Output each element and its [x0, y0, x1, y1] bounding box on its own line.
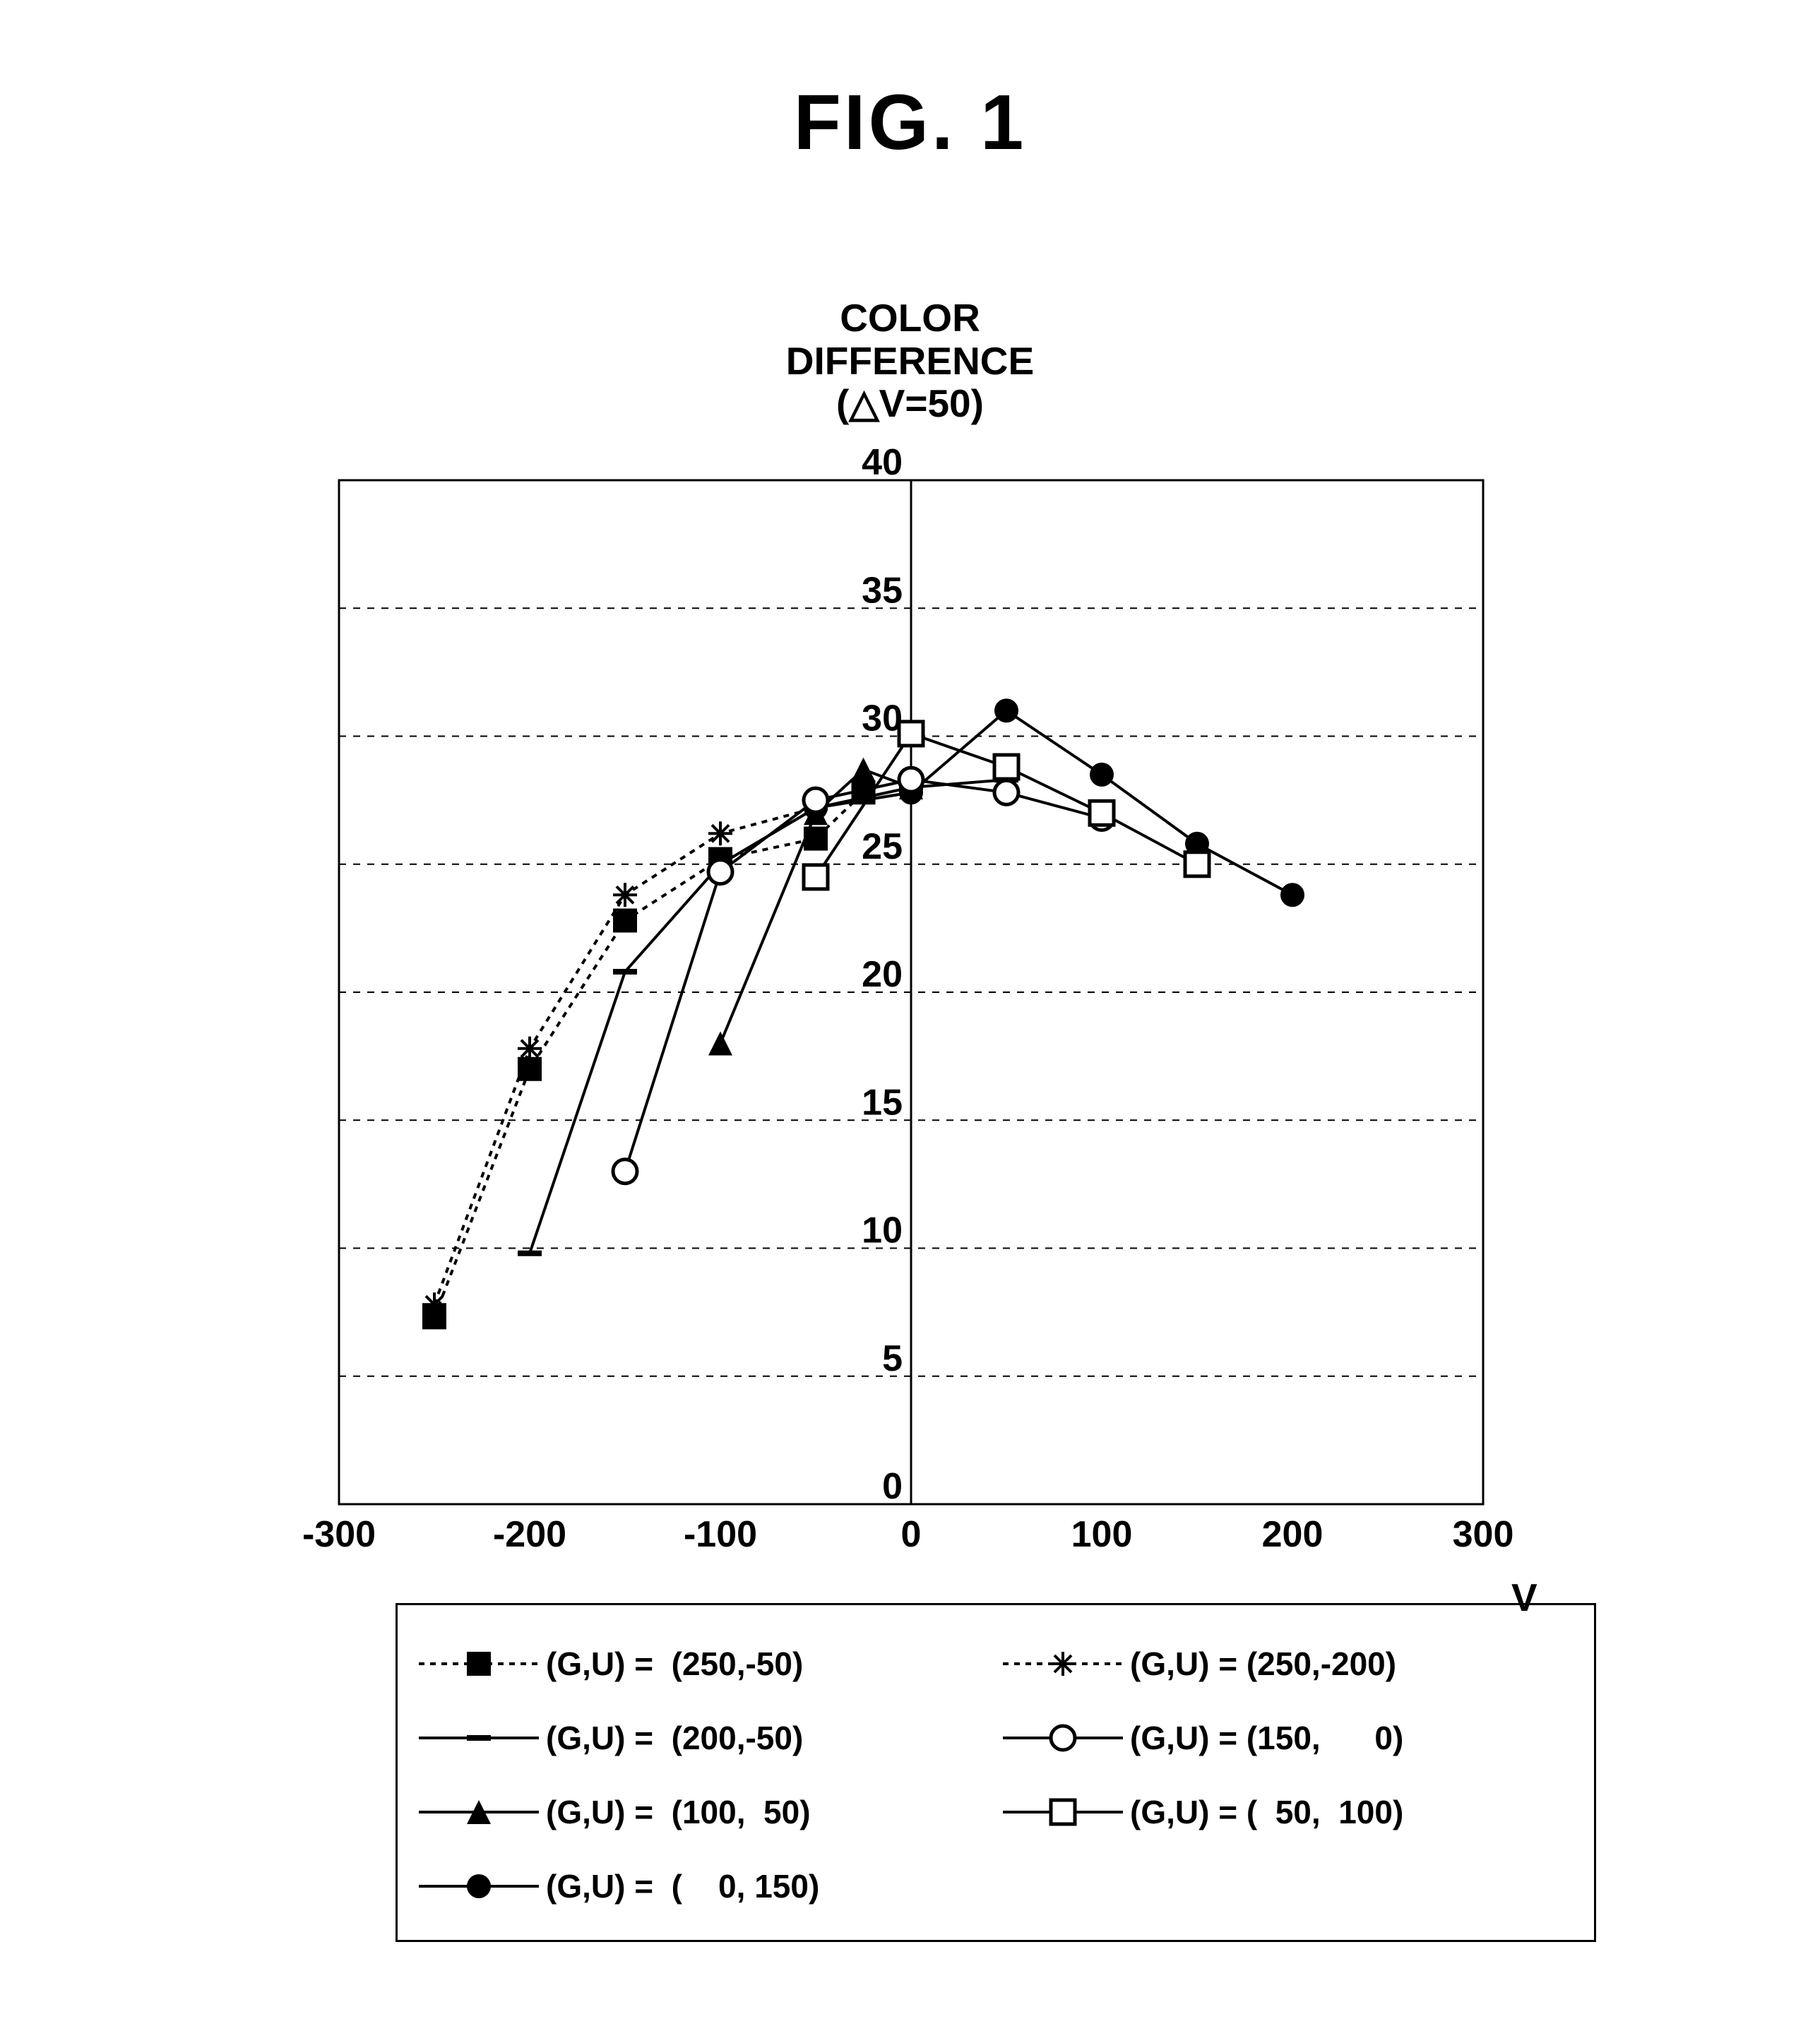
legend-swatch-s4	[412, 1865, 546, 1907]
legend-label-s7: (G,U) = ( 50, 100)	[1130, 1793, 1403, 1831]
legend-label-s2: (G,U) = (200,-50)	[546, 1719, 803, 1757]
svg-text:0: 0	[901, 1514, 922, 1555]
legend-item-s4: (G,U) = ( 0, 150)	[412, 1849, 996, 1923]
svg-text:30: 30	[862, 698, 903, 739]
legend-label-s1: (G,U) = (250,-50)	[546, 1645, 803, 1683]
svg-text:10: 10	[862, 1210, 903, 1251]
figure-page: FIG. 1 COLOR DIFFERENCE (△V=50) 05101520…	[0, 0, 1820, 2043]
legend-swatch-s7	[996, 1791, 1130, 1833]
svg-text:-100: -100	[684, 1514, 757, 1555]
legend-label-s3: (G,U) = (100, 50)	[546, 1793, 811, 1831]
svg-text:35: 35	[862, 570, 903, 611]
legend-item-s6: (G,U) = (150, 0)	[996, 1700, 1580, 1775]
legend-label-s4: (G,U) = ( 0, 150)	[546, 1867, 819, 1905]
legend-item-s1: (G,U) = (250,-50)	[412, 1626, 996, 1700]
svg-text:40: 40	[862, 442, 903, 483]
legend-label-s5: (G,U) = (250,-200)	[1130, 1645, 1396, 1683]
svg-text:15: 15	[862, 1082, 903, 1123]
legend-item-s7: (G,U) = ( 50, 100)	[996, 1775, 1580, 1849]
legend-label-s6: (G,U) = (150, 0)	[1130, 1719, 1403, 1757]
svg-text:5: 5	[882, 1338, 903, 1379]
legend-swatch-s5	[996, 1643, 1130, 1685]
legend-swatch-s1	[412, 1643, 546, 1685]
chart-title-line1: COLOR	[840, 296, 980, 340]
legend-swatch-s3	[412, 1791, 546, 1833]
chart-title-line2: DIFFERENCE	[786, 339, 1034, 383]
svg-text:100: 100	[1071, 1514, 1133, 1555]
legend: (G,U) = (250,-50) (G,U) = (200,-50) (G,U) …	[395, 1603, 1596, 1942]
legend-item-s3: (G,U) = (100, 50)	[412, 1775, 996, 1849]
svg-text:20: 20	[862, 954, 903, 995]
svg-text:25: 25	[862, 826, 903, 867]
chart-plot: 0 5 10 15 20 25 30 35 40 -300 -200 -100 0 100 200 300	[254, 395, 1568, 1589]
legend-item-s2: (G,U) = (200,-50)	[412, 1700, 996, 1775]
legend-swatch-s2	[412, 1717, 546, 1759]
svg-text:300: 300	[1453, 1514, 1514, 1555]
figure-title: FIG. 1	[0, 78, 1820, 167]
legend-swatch-s6	[996, 1717, 1130, 1759]
svg-text:-300: -300	[302, 1514, 376, 1555]
svg-text:-200: -200	[493, 1514, 566, 1555]
legend-item-s5: (G,U) = (250,-200)	[996, 1626, 1580, 1700]
svg-text:0: 0	[882, 1466, 903, 1507]
svg-text:200: 200	[1262, 1514, 1324, 1555]
